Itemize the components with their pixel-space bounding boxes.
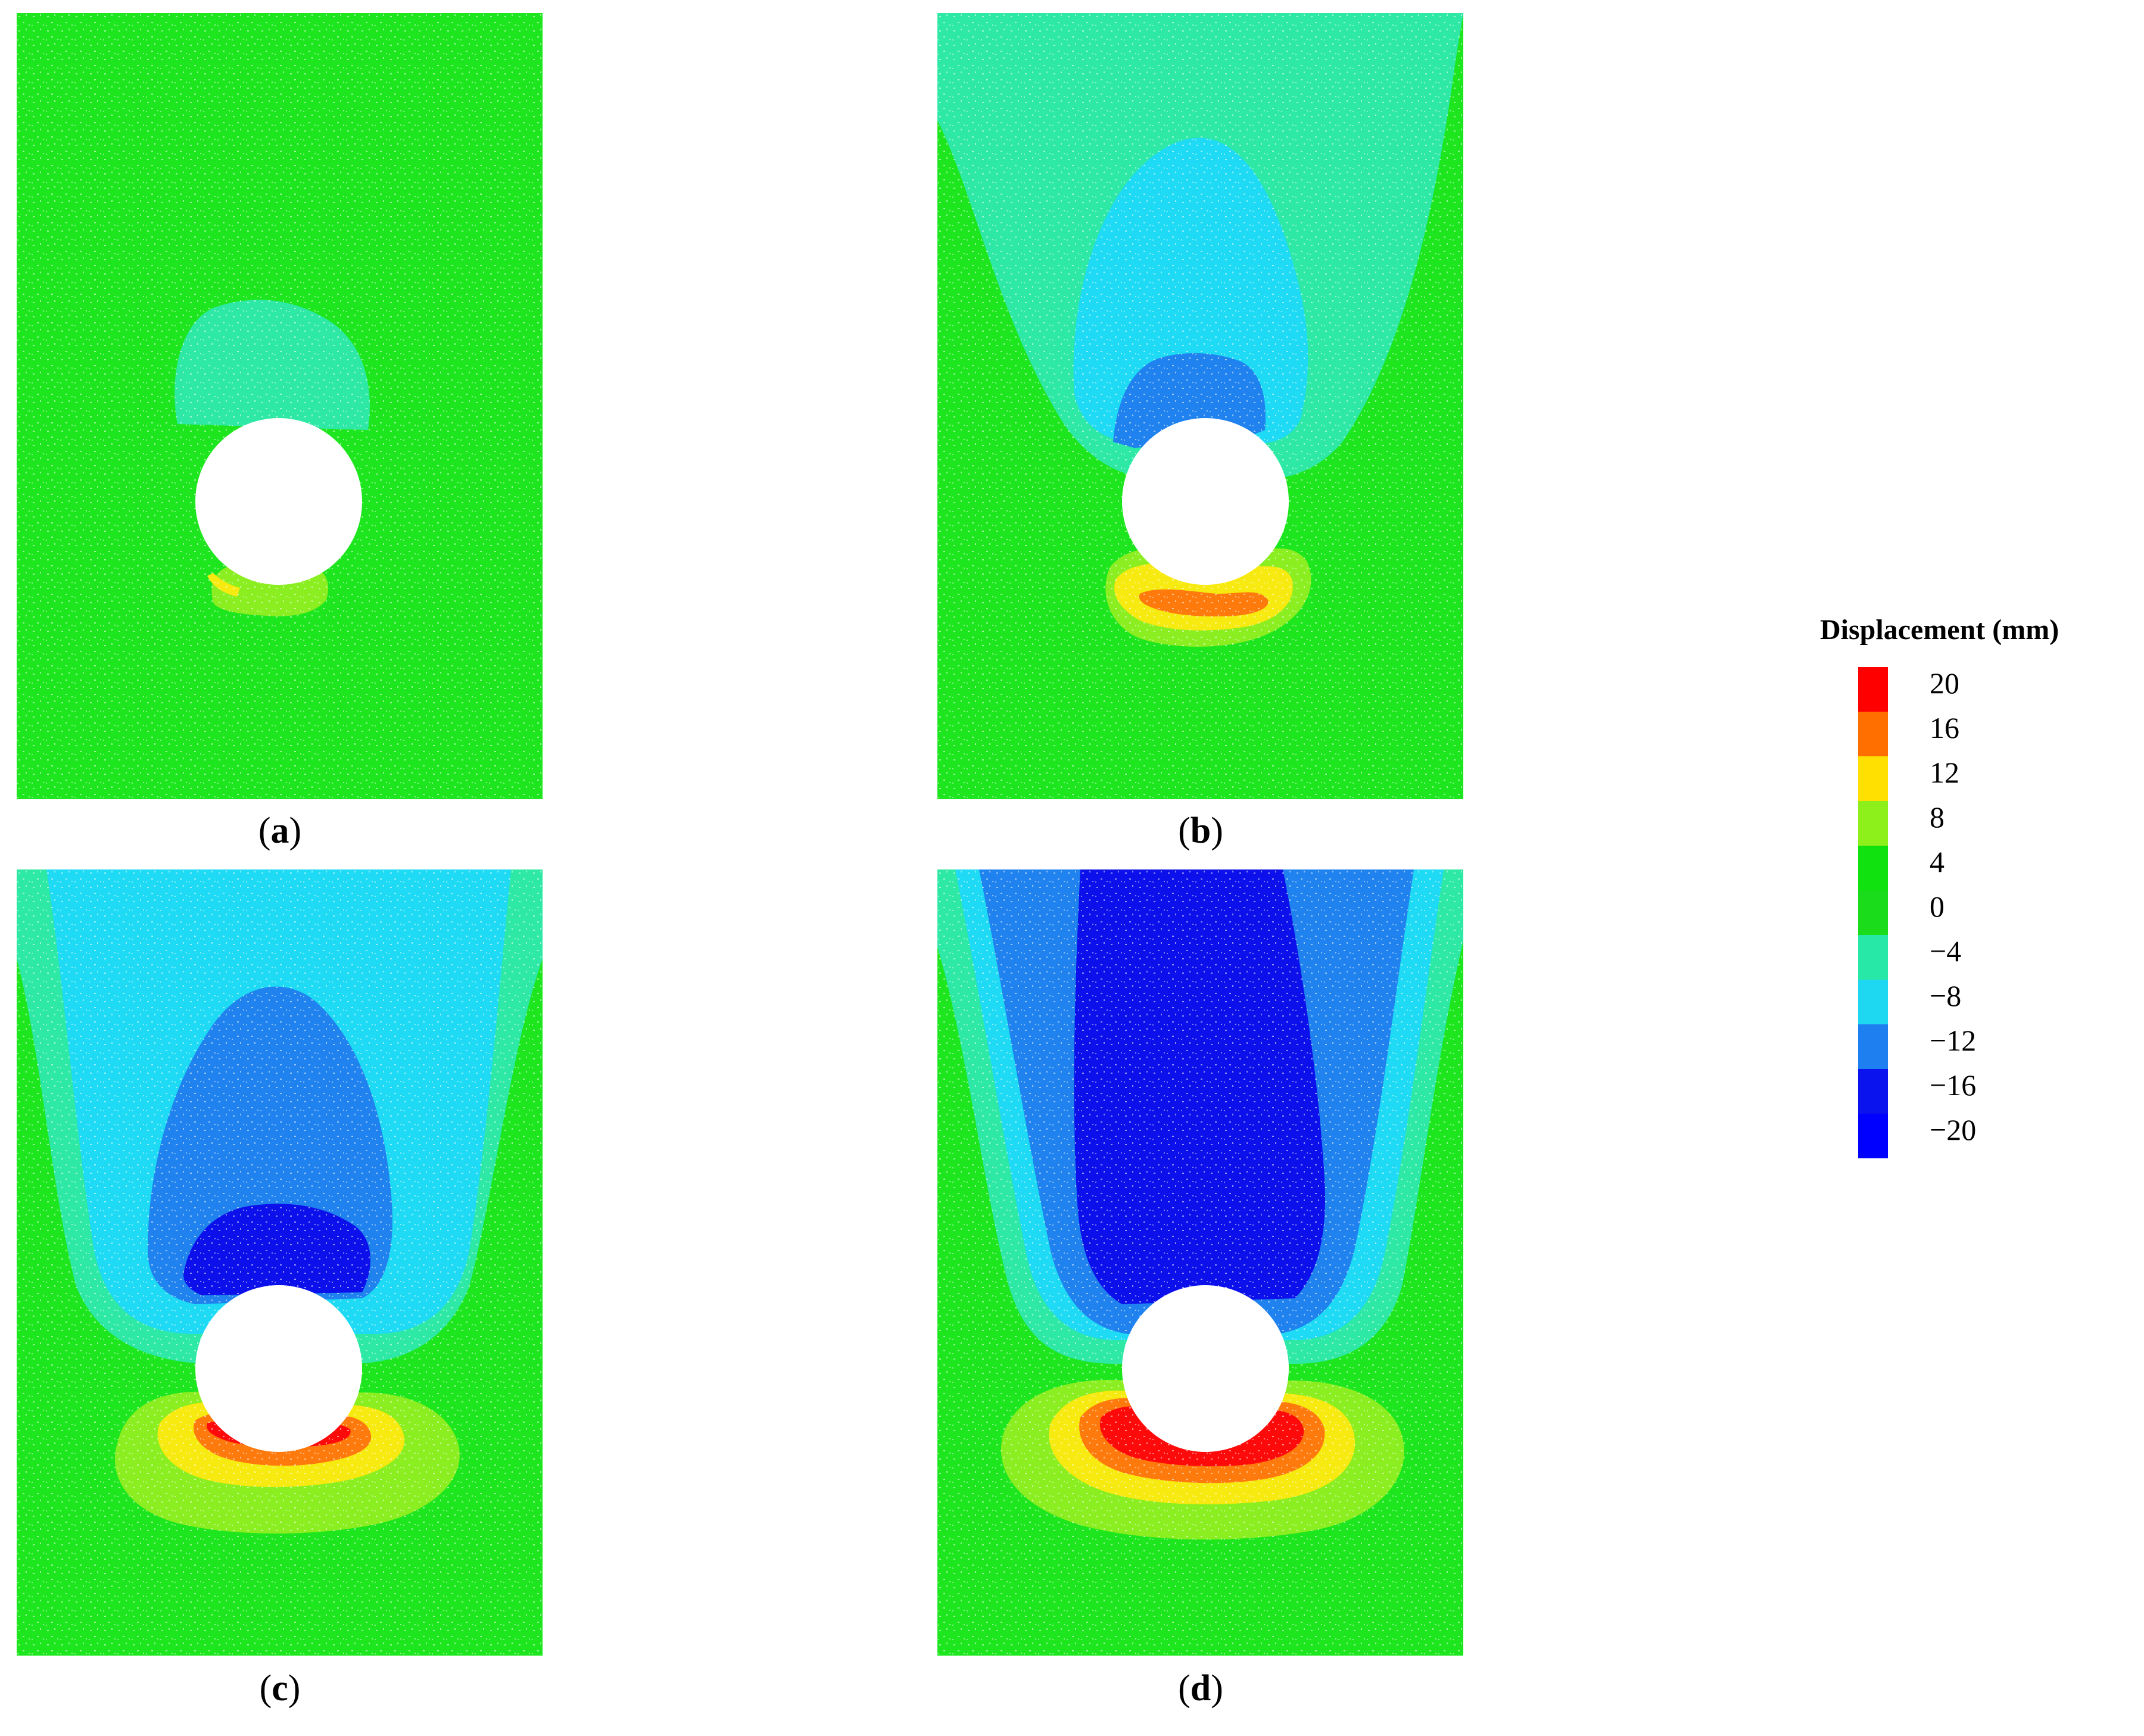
contour-map-a	[17, 13, 543, 799]
contour-map-d	[937, 869, 1463, 1656]
tunnel-opening	[1122, 1285, 1289, 1452]
contour-panel-d	[937, 869, 1463, 1656]
legend-label: −12	[1930, 1024, 1977, 1057]
legend-label: 16	[1930, 711, 1959, 744]
legend-label: −4	[1930, 934, 1962, 968]
legend-swatch	[1858, 667, 1888, 712]
legend-label: −20	[1930, 1113, 1977, 1146]
legend-swatch	[1858, 1024, 1888, 1069]
contour-map-b	[937, 13, 1463, 799]
legend-label: 8	[1930, 800, 1944, 834]
caption-d: (d)	[1178, 1668, 1223, 1709]
contour-panel-a	[17, 13, 543, 799]
legend-label: 0	[1930, 890, 1944, 923]
legend-title: Displacement (mm)	[1820, 614, 2059, 646]
tunnel-opening	[1122, 418, 1289, 585]
tunnel-opening	[195, 418, 362, 585]
legend-label: −8	[1930, 979, 1962, 1012]
legend-swatch	[1858, 1114, 1888, 1158]
legend-label: 12	[1930, 756, 1959, 789]
tunnel-opening	[195, 1285, 362, 1452]
legend-swatch	[1858, 846, 1888, 890]
legend-label: −16	[1930, 1068, 1977, 1102]
color-legend: Displacement (mm) 20 16 12 8 4 0 −4 −8 −12 −16 −20	[1816, 613, 2144, 1158]
legend-colorbar	[1858, 667, 1888, 1158]
caption-b: (b)	[1178, 811, 1223, 851]
legend-swatch	[1858, 712, 1888, 756]
legend-swatch	[1858, 1069, 1888, 1114]
legend-swatch	[1858, 890, 1888, 935]
contour-panel-b	[937, 13, 1463, 799]
legend-label: 4	[1930, 845, 1944, 878]
contour-panel-c	[17, 869, 543, 1656]
legend-swatch	[1858, 801, 1888, 846]
caption-a: (a)	[258, 811, 302, 851]
legend-swatch	[1858, 756, 1888, 801]
caption-c: (c)	[259, 1668, 301, 1709]
legend-swatch	[1858, 935, 1888, 980]
legend-swatch	[1858, 980, 1888, 1024]
contour-map-c	[17, 869, 543, 1656]
legend-label: 20	[1930, 666, 1959, 700]
